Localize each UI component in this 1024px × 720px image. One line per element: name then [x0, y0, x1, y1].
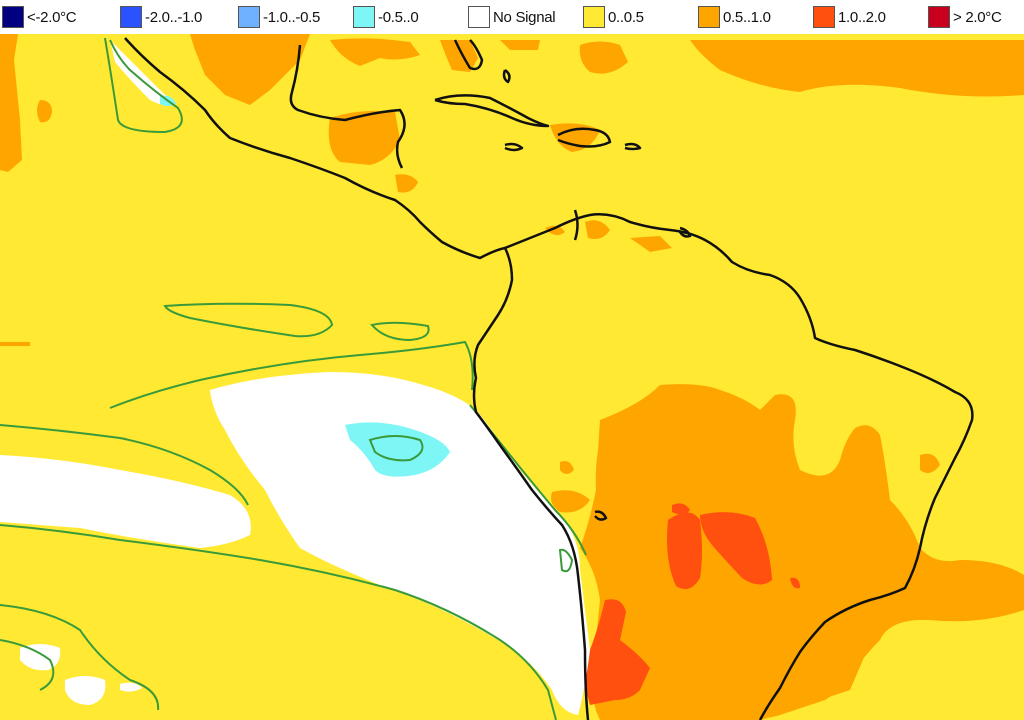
legend-swatch — [353, 6, 375, 28]
legend-item-no-signal: No Signal — [468, 6, 556, 28]
legend-item-zero-to-half: 0..0.5 — [583, 6, 644, 28]
cool-anomaly-area — [345, 422, 450, 477]
legend-label: 0.5..1.0 — [723, 8, 771, 26]
legend-item-one-to-two: 1.0..2.0 — [813, 6, 886, 28]
no-signal-areas — [0, 40, 590, 715]
legend-label: -2.0..-1.0 — [145, 8, 203, 26]
hot-anomaly-areas — [585, 503, 800, 705]
legend-item-below-minus-2: <-2.0°C — [2, 6, 77, 28]
legend-item-minus-1-to-minus-half: -1.0..-0.5 — [238, 6, 320, 28]
legend-item-above-2: > 2.0°C — [928, 6, 1002, 28]
legend-label: 1.0..2.0 — [838, 8, 886, 26]
legend-swatch — [813, 6, 835, 28]
legend-label: -1.0..-0.5 — [263, 8, 321, 26]
legend-item-minus-half-to-zero: -0.5..0 — [353, 6, 419, 28]
legend-item-minus-2-to-minus-1: -2.0..-1.0 — [120, 6, 202, 28]
coastline — [124, 37, 974, 720]
legend-swatch — [583, 6, 605, 28]
legend-label: -0.5..0 — [378, 8, 419, 26]
warm-anomaly-areas — [0, 34, 1024, 720]
anomaly-map — [0, 34, 1024, 720]
legend-item-half-to-one: 0.5..1.0 — [698, 6, 771, 28]
legend-swatch — [120, 6, 142, 28]
legend-swatch — [2, 6, 24, 28]
legend-label: <-2.0°C — [27, 8, 77, 26]
legend-swatch — [468, 6, 490, 28]
legend-swatch — [698, 6, 720, 28]
legend-swatch — [928, 6, 950, 28]
legend-label: > 2.0°C — [953, 8, 1002, 26]
legend-label: 0..0.5 — [608, 8, 644, 26]
legend-swatch — [238, 6, 260, 28]
legend-bar: <-2.0°C -2.0..-1.0 -1.0..-0.5 -0.5..0 No… — [0, 0, 1024, 34]
legend-label: No Signal — [493, 8, 556, 26]
